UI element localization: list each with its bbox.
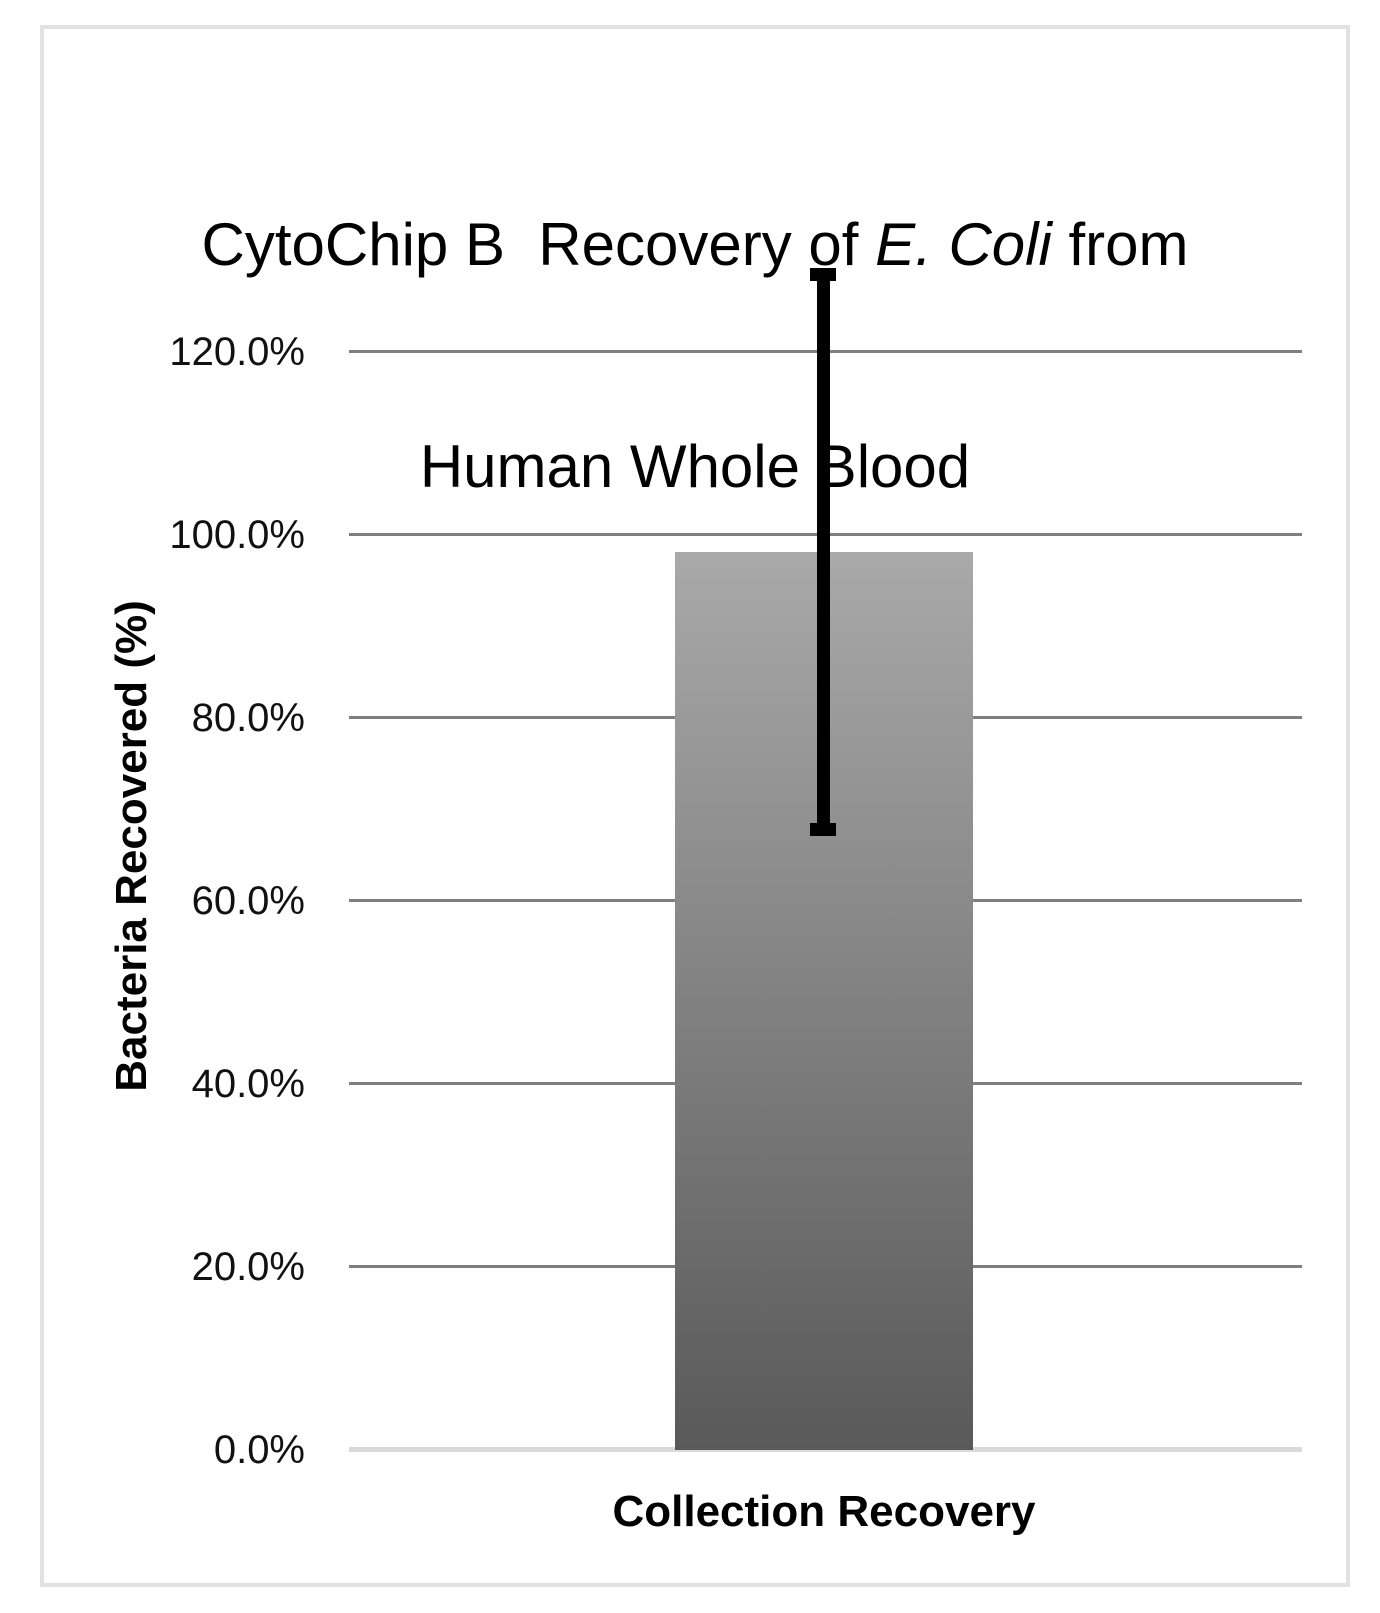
y-tick-label-100: 100.0% [169, 512, 305, 557]
y-tick-label-40: 40.0% [191, 1061, 305, 1106]
y-tick-label-60: 60.0% [191, 878, 305, 923]
chart-title: CytoChip B Recovery of E. Coli from Huma… [40, 60, 1350, 652]
chart-title-text: CytoChip B Recovery of [201, 211, 876, 278]
error-bar-top-cap [810, 268, 836, 282]
plot-area [349, 260, 1302, 1452]
chart-title-text-suffix: from [1051, 211, 1189, 278]
chart-title-line-2: Human Whole Blood [419, 433, 971, 500]
chart-title-line-1: CytoChip B Recovery of E. Coli from [40, 208, 1350, 282]
y-tick-label-0: 0.0% [213, 1428, 305, 1472]
error-bar-bottom-cap [810, 822, 836, 836]
y-tick-label-120: 120.0% [169, 329, 305, 374]
y-tick-label-20: 20.0% [191, 1244, 305, 1289]
chart-title-italic-species: E. Coli [875, 211, 1052, 278]
y-axis-title: Bacteria Recovered (%) [107, 600, 156, 1092]
y-tick-label-80: 80.0% [191, 695, 305, 740]
x-axis-category-label: Collection Recovery [612, 1487, 1036, 1536]
error-bar-line [816, 274, 830, 830]
